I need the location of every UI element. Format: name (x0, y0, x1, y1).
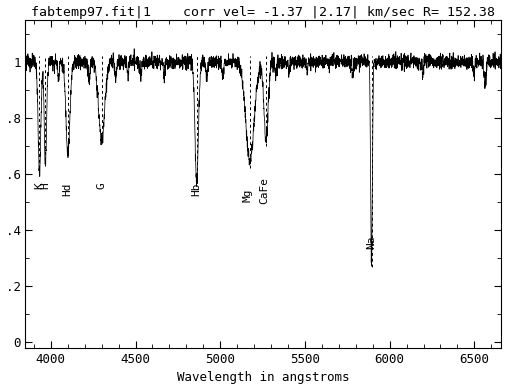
Text: Mg: Mg (243, 188, 253, 202)
Text: Na: Na (366, 236, 376, 249)
Text: Hb: Hb (191, 183, 201, 196)
Text: K: K (34, 183, 44, 189)
Title: fabtemp97.fit|1    corr vel= -1.37 |2.17| km/sec R= 152.38: fabtemp97.fit|1 corr vel= -1.37 |2.17| k… (31, 5, 495, 19)
X-axis label: Wavelength in angstroms: Wavelength in angstroms (177, 371, 350, 385)
Text: H: H (40, 183, 50, 189)
Text: CaFe: CaFe (259, 177, 269, 204)
Text: G: G (96, 183, 106, 189)
Text: Hd: Hd (62, 183, 73, 196)
